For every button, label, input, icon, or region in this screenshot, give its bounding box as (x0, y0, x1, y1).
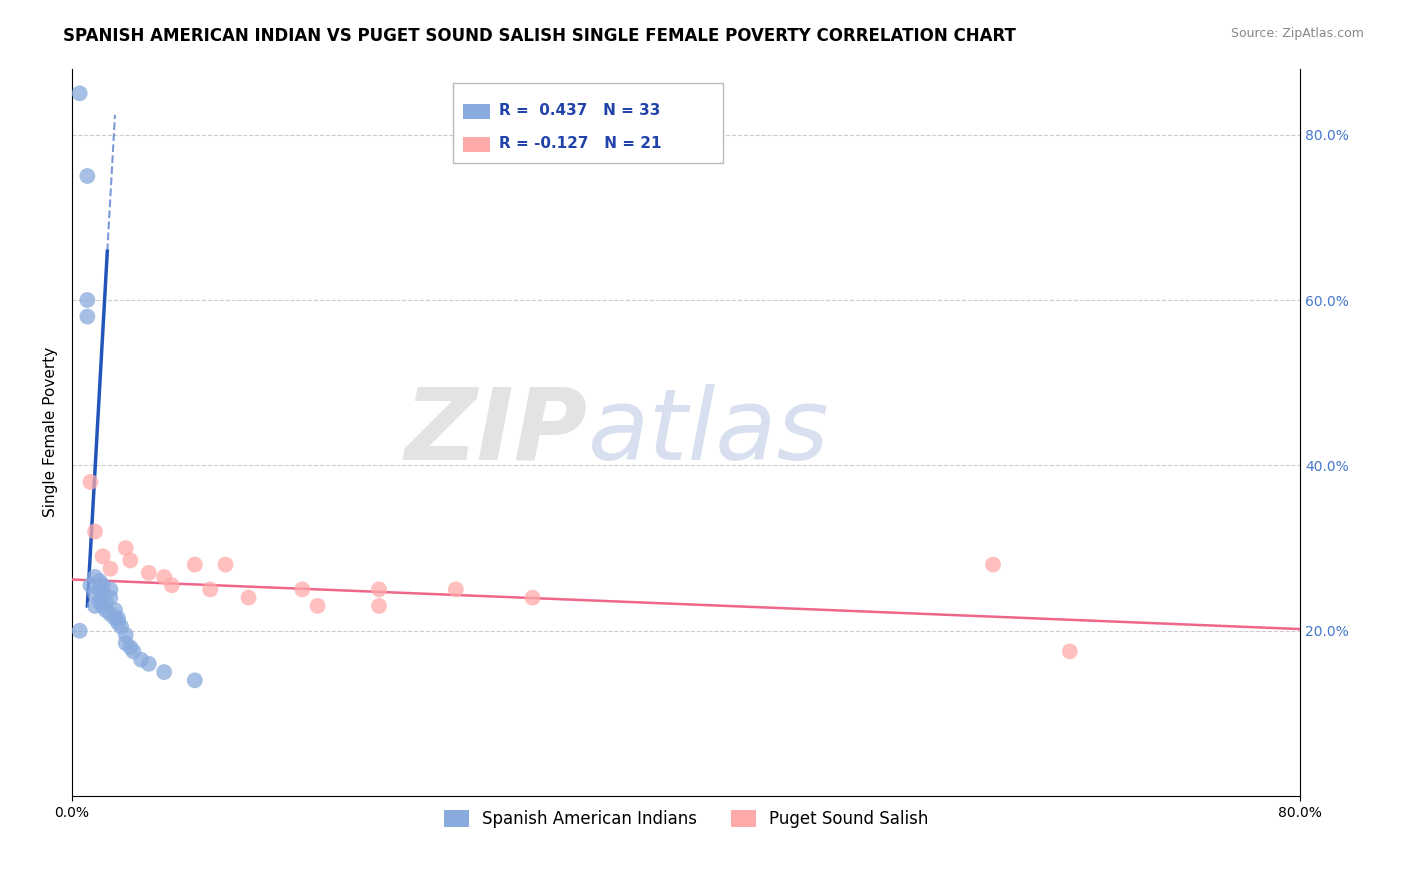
Point (1059, 644, 1081, 658)
Text: R = -0.127   N = 21: R = -0.127 N = 21 (499, 136, 662, 151)
Point (100, 607, 122, 622)
Point (114, 541, 136, 555)
Point (238, 591, 260, 605)
Point (94, 603, 117, 617)
Point (69, 624, 91, 638)
Point (76, 169, 98, 183)
Point (120, 553, 142, 567)
Point (91, 578, 114, 592)
Point (291, 582, 314, 597)
Point (368, 599, 391, 613)
Point (100, 582, 122, 597)
Point (981, 558, 1004, 572)
Point (91, 549, 114, 564)
Point (129, 653, 152, 667)
Point (104, 603, 127, 617)
Point (107, 615, 129, 630)
Point (76, 293, 98, 307)
Point (104, 611, 127, 625)
Bar (463, 104, 489, 120)
Point (368, 582, 391, 597)
Point (114, 628, 136, 642)
Point (76, 310, 98, 324)
Legend: Spanish American Indians, Puget Sound Salish: Spanish American Indians, Puget Sound Sa… (437, 804, 935, 835)
Text: R =  0.437   N = 33: R = 0.437 N = 33 (499, 103, 661, 119)
Point (89, 574, 111, 588)
Text: ZIP: ZIP (405, 384, 588, 481)
Point (138, 566, 160, 580)
Point (214, 558, 236, 572)
Point (184, 673, 207, 688)
Point (444, 582, 467, 597)
Point (138, 657, 160, 671)
Text: Source: ZipAtlas.com: Source: ZipAtlas.com (1230, 27, 1364, 40)
Point (91, 599, 114, 613)
Point (110, 619, 132, 633)
Text: atlas: atlas (588, 384, 830, 481)
Point (89, 582, 111, 597)
Text: SPANISH AMERICAN INDIAN VS PUGET SOUND SALISH SINGLE FEMALE POVERTY CORRELATION : SPANISH AMERICAN INDIAN VS PUGET SOUND S… (63, 27, 1017, 45)
Point (120, 640, 142, 655)
Point (153, 665, 176, 679)
Point (69, 87, 91, 101)
Point (522, 591, 544, 605)
Bar (453, 83, 723, 163)
Point (107, 611, 129, 625)
Point (79, 475, 101, 489)
Point (84, 524, 107, 539)
Point (84, 586, 107, 600)
Point (84, 599, 107, 613)
Point (89, 595, 111, 609)
Point (94, 595, 117, 609)
Point (100, 562, 122, 576)
Point (160, 578, 183, 592)
Point (114, 636, 136, 650)
Y-axis label: Single Female Poverty: Single Female Poverty (44, 347, 58, 517)
Point (307, 599, 329, 613)
Point (84, 570, 107, 584)
Point (100, 591, 122, 605)
Point (79, 578, 101, 592)
Point (184, 558, 207, 572)
Point (153, 570, 176, 584)
Point (198, 582, 221, 597)
Bar (463, 137, 489, 153)
Point (91, 586, 114, 600)
Point (122, 644, 145, 658)
